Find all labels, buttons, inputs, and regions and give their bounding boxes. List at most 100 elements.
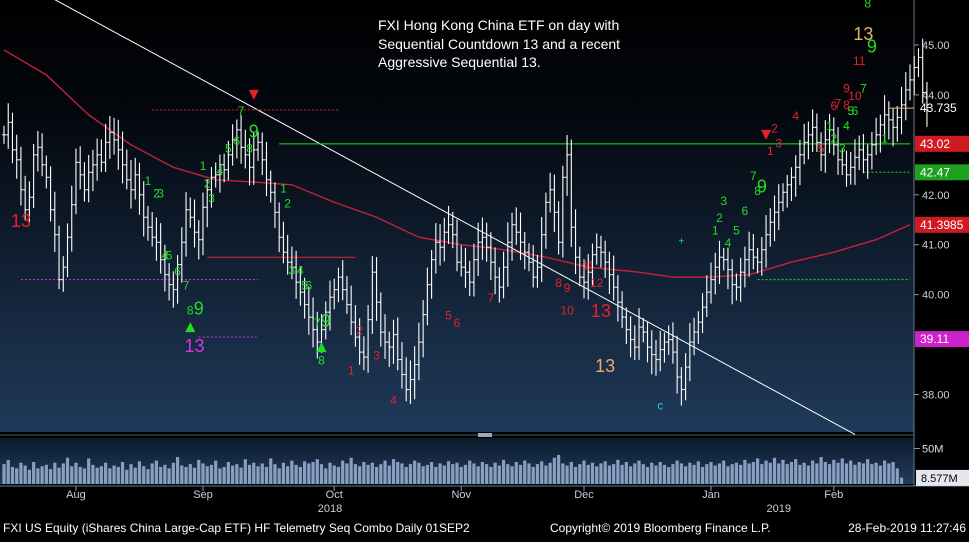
volume-bar <box>315 459 319 484</box>
volume-bar <box>667 466 671 484</box>
volume-bar <box>730 464 734 484</box>
sequential-count-label: 5 <box>301 279 308 293</box>
volume-bar <box>870 464 874 484</box>
year-label: 2019 <box>767 503 791 515</box>
volume-bar <box>82 468 87 484</box>
volume-bar <box>307 463 311 484</box>
sequential-count-label: 3 <box>775 136 782 150</box>
volume-bar <box>573 466 578 484</box>
month-label: Jan <box>702 489 720 501</box>
volume-bar <box>641 464 645 484</box>
volume-current-label: 8.577M <box>921 473 958 485</box>
price-badge <box>915 216 969 233</box>
volume-bar <box>108 468 112 484</box>
sequential-count-label: 4 <box>390 394 397 408</box>
buy-arrow-icon <box>185 322 196 333</box>
volume-bar <box>434 466 438 484</box>
price-badge-label: 41.3985 <box>920 218 964 232</box>
volume-bar <box>87 458 91 484</box>
volume-bar <box>273 464 277 484</box>
price-axis-label: 45.00 <box>922 40 950 52</box>
volume-bar <box>578 464 582 484</box>
volume-bar <box>129 464 133 484</box>
sell-arrow-icon <box>248 89 259 100</box>
volume-bar <box>540 461 544 484</box>
sequential-count-label: 11 <box>853 54 866 68</box>
sequential-count-label: 10 <box>848 89 862 103</box>
price-axis-label: 40.00 <box>922 290 950 302</box>
volume-bar <box>772 457 777 484</box>
sequential-count-label: 7 <box>238 104 245 118</box>
volume-bar <box>201 463 205 484</box>
volume-bar <box>150 463 154 484</box>
volume-bar <box>19 462 23 484</box>
volume-bar <box>23 465 27 484</box>
sequential-count-label: 7 <box>860 81 867 95</box>
volume-bar <box>366 464 370 484</box>
sell-arrow-icon <box>761 129 772 140</box>
volume-bar <box>726 466 730 484</box>
volume-bar <box>294 464 298 484</box>
volume-bar <box>857 462 861 484</box>
volume-bar <box>662 464 667 484</box>
volume-bar <box>849 460 853 484</box>
volume-bar <box>10 466 15 484</box>
sequential-count-label: 2 <box>284 196 291 210</box>
volume-bar <box>379 464 383 484</box>
sequential-count-label: 2 <box>153 186 160 200</box>
sequential-count-label: 5 <box>225 141 232 155</box>
moving-average-line <box>3 49 911 278</box>
volume-bar <box>362 462 366 484</box>
volume-bar <box>120 462 125 484</box>
volume-bar <box>264 466 269 484</box>
sequential-count-label: 10 <box>560 304 574 318</box>
sequential-count-label: 6 <box>305 279 312 293</box>
volume-bar <box>32 462 36 484</box>
volume-bar <box>438 463 442 484</box>
price-axis-label: 42.00 <box>922 190 950 202</box>
volume-bar <box>154 460 159 484</box>
volume-bar <box>290 460 294 484</box>
volume-bar <box>260 463 264 484</box>
volume-bar <box>44 464 48 484</box>
volume-bar <box>425 464 429 484</box>
sequential-count-label: 5 <box>818 141 825 155</box>
volume-bar <box>6 459 10 484</box>
volume-bar <box>104 462 108 484</box>
sequential-count-label: 8 <box>187 304 194 318</box>
volume-bar <box>341 460 345 484</box>
volume-bar <box>167 468 171 484</box>
volume-bar <box>514 462 518 484</box>
panel-resize-handle[interactable] <box>478 433 492 437</box>
volume-bar <box>205 466 209 484</box>
volume-axis-label: 50M <box>922 444 943 456</box>
volume-bar <box>853 464 857 484</box>
volume-bar <box>899 477 904 484</box>
volume-bar <box>472 463 476 484</box>
volume-bar <box>878 465 882 484</box>
volume-bar <box>734 462 739 484</box>
price-badge-label: 42.47 <box>920 165 950 179</box>
volume-bar <box>319 464 324 484</box>
volume-bar <box>387 465 391 484</box>
volume-bar <box>332 465 336 484</box>
sequential-count-label: 13 <box>11 211 31 231</box>
volume-bar <box>95 467 99 484</box>
volume-bar <box>590 462 595 484</box>
volume-bar <box>91 464 95 484</box>
sequential-count-label: 3 <box>157 186 164 200</box>
volume-bar <box>396 462 400 484</box>
sequential-count-label: 1 <box>200 159 207 173</box>
volume-bar <box>840 458 844 484</box>
volume-bar <box>413 460 417 484</box>
footer-security: FXI US Equity (iShares China Large-Cap E… <box>3 521 470 535</box>
volume-bar <box>557 454 561 484</box>
sequential-count-label: 3 <box>720 194 727 208</box>
sequential-count-label: 9 <box>564 281 571 295</box>
volume-bar <box>688 462 692 484</box>
volume-bar <box>383 460 387 484</box>
volume-bar <box>493 462 497 484</box>
price-badge <box>915 135 969 152</box>
